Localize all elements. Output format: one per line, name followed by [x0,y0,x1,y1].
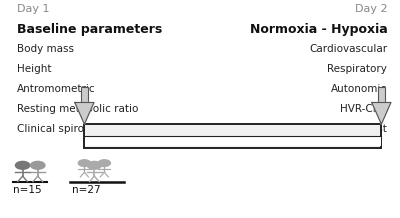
Text: Day 2: Day 2 [355,4,387,14]
Text: Autonomic: Autonomic [331,84,387,94]
Bar [85,136,380,146]
Text: Baseline parameters: Baseline parameters [17,24,162,36]
Text: Resting metabolic ratio: Resting metabolic ratio [17,104,138,114]
Bar [378,87,385,102]
Text: HVR-CHR: HVR-CHR [340,104,387,114]
Text: Cardiovascular: Cardiovascular [309,44,387,54]
Text: Body mass: Body mass [17,44,74,54]
Bar [81,87,88,102]
Polygon shape [75,102,94,124]
Text: Antromometric: Antromometric [17,84,95,94]
Circle shape [30,161,45,169]
Text: Normoxia - Hypoxia: Normoxia - Hypoxia [250,24,387,36]
Text: Clinical spirometry: Clinical spirometry [17,124,115,134]
Text: n=15: n=15 [13,185,41,195]
Circle shape [16,161,30,169]
Circle shape [78,160,90,166]
Circle shape [98,160,110,166]
Text: n=27: n=27 [72,185,100,195]
Text: Day 1: Day 1 [17,4,49,14]
Text: Height: Height [17,64,51,74]
Polygon shape [372,102,391,124]
Circle shape [87,161,102,169]
Bar [84,124,381,148]
Text: Respiratory: Respiratory [328,64,387,74]
Text: Apnea Test: Apnea Test [330,124,387,134]
